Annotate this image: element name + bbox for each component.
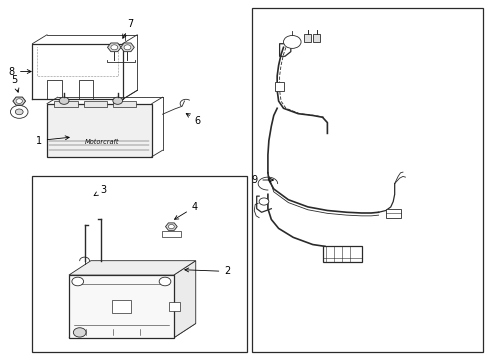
Circle shape [259,198,268,205]
Polygon shape [165,223,177,230]
Circle shape [16,99,22,103]
Bar [47,104,152,157]
Bar [54,101,78,107]
Bar [83,101,107,107]
Circle shape [15,109,23,115]
Bar [275,82,284,91]
Circle shape [168,225,174,229]
Bar [111,300,131,313]
Bar [113,101,136,107]
Polygon shape [69,261,195,275]
Circle shape [72,277,83,286]
Polygon shape [69,275,173,338]
Circle shape [283,36,301,48]
Bar [385,209,400,218]
Circle shape [111,45,118,50]
Text: 4: 4 [174,202,198,219]
Bar [251,8,483,352]
Polygon shape [13,97,25,105]
Bar [161,231,181,237]
Circle shape [113,97,122,104]
Polygon shape [107,43,121,52]
Polygon shape [173,261,195,338]
Circle shape [73,328,86,337]
Text: 8: 8 [9,67,31,77]
Circle shape [10,105,28,118]
Text: 6: 6 [186,113,201,126]
Text: 7: 7 [122,19,133,38]
Bar [312,34,320,42]
Text: 9: 9 [251,175,273,185]
Text: 3: 3 [94,185,106,195]
Bar [322,246,361,262]
Circle shape [124,45,131,50]
Bar [32,176,246,352]
Polygon shape [121,43,134,52]
Text: Motorcraft: Motorcraft [84,139,119,145]
Text: 1: 1 [36,136,69,145]
Text: 2: 2 [184,266,230,276]
Circle shape [159,277,170,286]
Circle shape [59,97,69,104]
Text: 5: 5 [11,75,19,92]
Bar [168,302,179,311]
Polygon shape [69,323,195,338]
Bar [304,34,311,42]
